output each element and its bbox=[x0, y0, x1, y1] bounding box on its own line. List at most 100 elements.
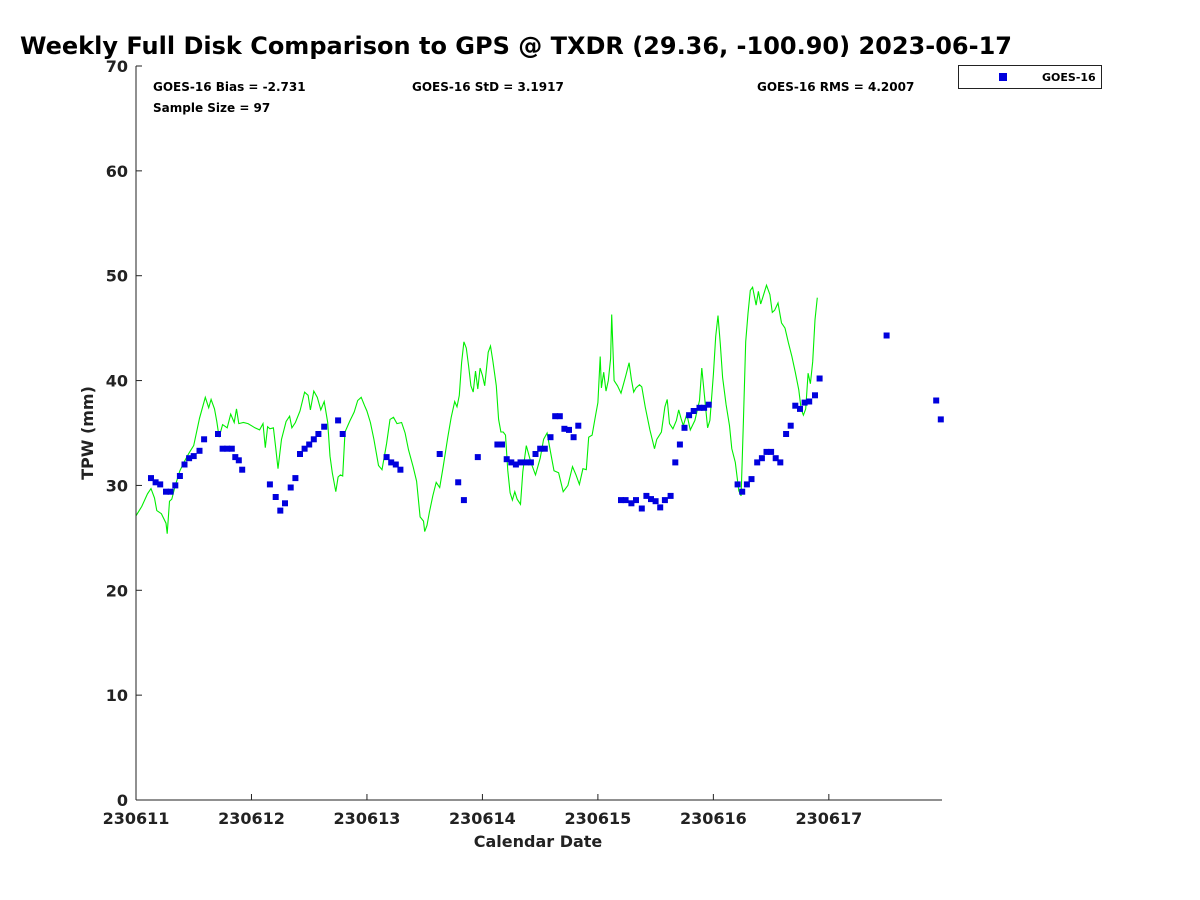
goes16-point bbox=[232, 454, 239, 461]
x-tick-label: 230616 bbox=[680, 809, 747, 828]
goes16-point bbox=[219, 445, 226, 452]
goes16-point bbox=[315, 431, 322, 437]
goes16-point bbox=[176, 473, 183, 479]
legend-label-goes16: GOES-16 bbox=[1042, 71, 1096, 84]
goes16-point bbox=[883, 332, 890, 339]
goes16-point bbox=[797, 405, 803, 412]
x-tick-label: 230614 bbox=[449, 809, 516, 828]
goes16-point bbox=[672, 459, 679, 466]
goes16-point bbox=[297, 451, 303, 457]
goes16-point bbox=[739, 488, 746, 495]
goes16-point bbox=[321, 423, 328, 430]
goes16-point bbox=[335, 417, 342, 424]
goes16-point bbox=[652, 498, 659, 505]
goes16-point bbox=[537, 445, 544, 452]
goes16-point bbox=[292, 475, 299, 482]
goes16-point bbox=[772, 455, 779, 462]
goes16-point bbox=[272, 494, 279, 500]
goes16-point bbox=[163, 488, 169, 495]
goes16-point bbox=[181, 461, 188, 468]
goes16-point bbox=[792, 402, 799, 409]
goes16-point bbox=[701, 404, 708, 411]
goes16-point bbox=[201, 436, 208, 443]
goes16-point bbox=[681, 424, 688, 431]
goes16-point bbox=[148, 475, 154, 482]
goes16-point bbox=[806, 398, 813, 405]
goes16-point bbox=[816, 375, 823, 382]
goes16-point bbox=[152, 479, 159, 486]
goes16-point bbox=[527, 459, 534, 466]
goes16-point bbox=[643, 492, 650, 499]
x-tick-label: 230615 bbox=[564, 809, 631, 828]
goes16-point bbox=[933, 397, 940, 404]
goes16-point bbox=[397, 466, 404, 473]
goes16-point bbox=[547, 434, 554, 441]
goes16-point bbox=[570, 434, 577, 441]
goes16-point bbox=[748, 476, 755, 483]
x-tick-label: 230611 bbox=[103, 809, 170, 828]
x-axis-label: Calendar Date bbox=[474, 832, 603, 851]
goes16-point bbox=[561, 425, 568, 432]
goes16-point bbox=[388, 459, 395, 466]
y-ticks: 0 10 20 30 40 50 60 70 bbox=[106, 57, 142, 810]
goes16-point bbox=[474, 454, 481, 461]
goes16-point bbox=[460, 497, 467, 504]
goes16-point bbox=[575, 422, 582, 429]
goes16-point bbox=[763, 448, 770, 455]
goes16-point bbox=[690, 408, 697, 414]
goes16-point bbox=[686, 412, 693, 419]
stat-sample-size: Sample Size = 97 bbox=[153, 101, 270, 115]
goes16-point bbox=[228, 445, 235, 452]
goes16-point bbox=[801, 399, 808, 406]
goes16-point bbox=[566, 426, 572, 433]
goes16-point bbox=[306, 441, 313, 448]
goes16-point bbox=[754, 459, 761, 466]
goes16-point bbox=[705, 401, 712, 408]
goes16-point bbox=[758, 455, 765, 462]
goes16-point bbox=[696, 404, 703, 411]
y-tick-label: 10 bbox=[106, 686, 128, 705]
goes16-point bbox=[224, 445, 231, 452]
goes16-point bbox=[239, 466, 246, 473]
x-tick-label: 230612 bbox=[218, 809, 285, 828]
gps-series-line bbox=[135, 283, 818, 534]
goes16-point bbox=[937, 416, 944, 423]
goes16-point bbox=[186, 455, 193, 462]
stats-annotations: GOES-16 Bias = -2.731 GOES-16 StD = 3.19… bbox=[153, 80, 914, 115]
goes16-point bbox=[618, 497, 624, 504]
goes16-point bbox=[167, 488, 174, 495]
goes16-point bbox=[812, 392, 818, 399]
goes16-point bbox=[196, 447, 203, 454]
goes16-point bbox=[455, 479, 462, 486]
goes16-point bbox=[552, 413, 559, 420]
goes16-series-markers bbox=[148, 332, 944, 514]
goes16-point bbox=[157, 481, 164, 488]
goes16-point bbox=[172, 482, 179, 489]
y-tick-label: 20 bbox=[106, 581, 128, 600]
goes16-point bbox=[743, 481, 750, 488]
goes16-point bbox=[287, 484, 294, 491]
legend-marker-goes16 bbox=[999, 73, 1007, 81]
goes16-point bbox=[633, 497, 639, 504]
goes16-point bbox=[648, 496, 654, 503]
stat-bias: GOES-16 Bias = -2.731 bbox=[153, 80, 306, 94]
goes16-point bbox=[532, 451, 539, 457]
y-axis-label: TPW (mm) bbox=[78, 386, 97, 480]
goes16-point bbox=[215, 431, 221, 437]
y-tick-label: 30 bbox=[106, 476, 128, 495]
goes16-point bbox=[494, 441, 501, 448]
axes: 0 10 20 30 40 50 60 70 230611 230612 230613 230614… bbox=[103, 57, 942, 828]
goes16-point bbox=[783, 431, 790, 437]
goes16-point bbox=[777, 459, 784, 466]
goes16-point bbox=[277, 507, 284, 514]
goes16-point bbox=[787, 422, 794, 429]
goes16-point bbox=[512, 461, 519, 468]
goes16-point bbox=[517, 459, 524, 466]
stat-rms: GOES-16 RMS = 4.2007 bbox=[757, 80, 914, 94]
goes16-point bbox=[339, 431, 346, 437]
goes16-point bbox=[436, 451, 443, 457]
goes16-point bbox=[734, 481, 741, 488]
goes16-point bbox=[676, 441, 683, 448]
